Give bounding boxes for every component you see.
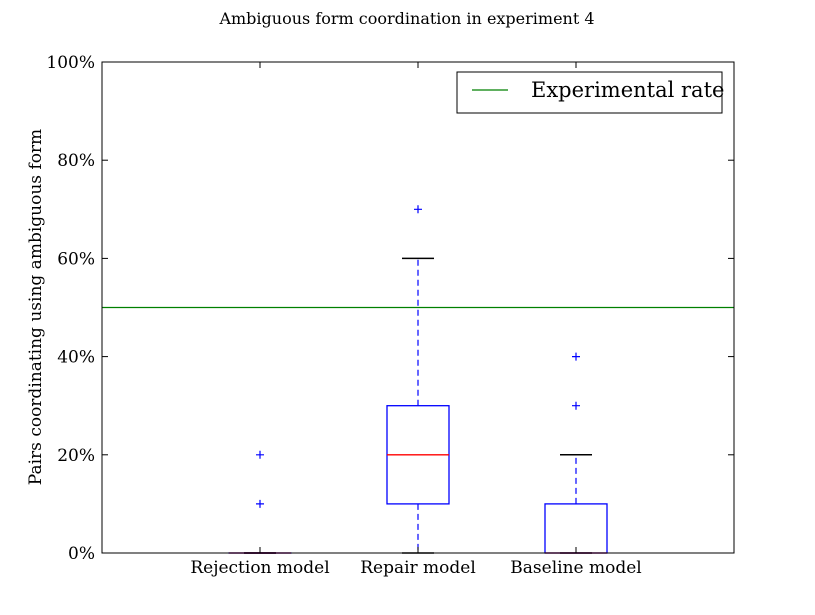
x-tick-label: Repair model xyxy=(360,558,476,578)
box-iqr xyxy=(544,503,608,554)
box-repair-model xyxy=(386,205,450,554)
y-tick-label: 100% xyxy=(46,53,95,73)
outlier-point xyxy=(256,450,264,459)
x-tick-label: Baseline model xyxy=(510,558,641,578)
y-tick-label: 40% xyxy=(57,348,95,368)
box-baseline-model xyxy=(544,352,608,554)
y-tick-label: 80% xyxy=(57,151,95,171)
y-tick-label: 0% xyxy=(68,544,95,564)
outlier-point xyxy=(256,499,264,508)
plot-area xyxy=(102,205,734,554)
y-tick-label: 60% xyxy=(57,249,95,269)
outlier-point xyxy=(414,205,422,214)
y-tick-label: 20% xyxy=(57,446,95,466)
legend: Experimental rate xyxy=(456,71,724,114)
x-tick-label: Rejection model xyxy=(190,558,329,578)
legend-box xyxy=(456,71,723,114)
chart-title: Ambiguous form coordination in experimen… xyxy=(218,9,594,28)
box-rejection-model xyxy=(228,450,292,554)
outlier-point xyxy=(572,401,580,410)
axes: 0% 20% 40% 60% 80% 100% Rejection model Repair … xyxy=(46,53,734,578)
outlier-point xyxy=(572,352,580,361)
legend-label: Experimental rate xyxy=(531,78,724,102)
y-axis-label: Pairs coordinating using ambiguous form xyxy=(26,129,46,485)
